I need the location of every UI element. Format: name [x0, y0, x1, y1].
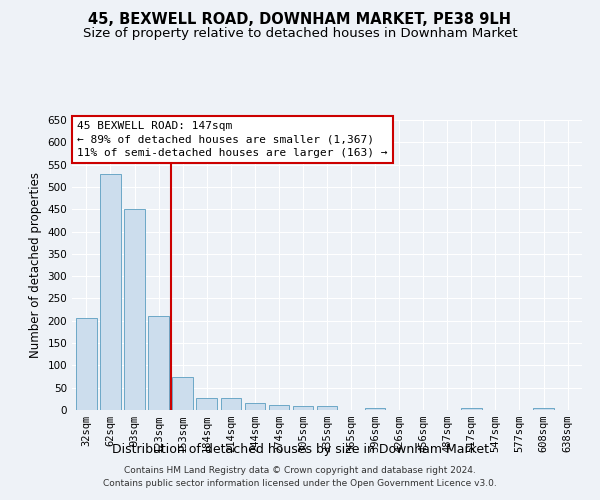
Text: 45 BEXWELL ROAD: 147sqm
← 89% of detached houses are smaller (1,367)
11% of semi: 45 BEXWELL ROAD: 147sqm ← 89% of detache… — [77, 122, 388, 158]
Bar — [172, 376, 193, 410]
Bar — [196, 398, 217, 410]
Bar — [293, 406, 313, 410]
Text: Contains HM Land Registry data © Crown copyright and database right 2024.
Contai: Contains HM Land Registry data © Crown c… — [103, 466, 497, 487]
Bar — [245, 404, 265, 410]
Text: Distribution of detached houses by size in Downham Market: Distribution of detached houses by size … — [112, 442, 488, 456]
Text: Size of property relative to detached houses in Downham Market: Size of property relative to detached ho… — [83, 28, 517, 40]
Y-axis label: Number of detached properties: Number of detached properties — [29, 172, 42, 358]
Bar — [221, 398, 241, 410]
Bar — [269, 404, 289, 410]
Bar — [365, 408, 385, 410]
Bar — [533, 408, 554, 410]
Bar — [317, 406, 337, 410]
Bar — [148, 316, 169, 410]
Bar — [100, 174, 121, 410]
Bar — [461, 408, 482, 410]
Bar — [124, 209, 145, 410]
Bar — [76, 318, 97, 410]
Text: 45, BEXWELL ROAD, DOWNHAM MARKET, PE38 9LH: 45, BEXWELL ROAD, DOWNHAM MARKET, PE38 9… — [89, 12, 511, 28]
